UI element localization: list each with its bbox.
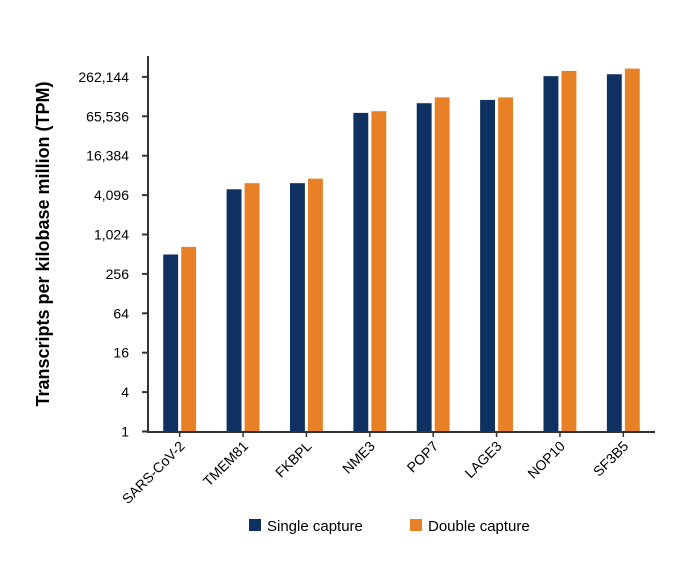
y-tick-label: 262,144 [78, 69, 129, 85]
legend-label: Single capture [267, 518, 363, 535]
x-tick-label: SF3B5 [590, 438, 632, 480]
x-tick-label: POP7 [404, 438, 442, 476]
bar-double-capture [497, 96, 514, 432]
y-tick-label: 1 [121, 424, 129, 440]
y-axis-label: Transcripts per kilobase million (TPM) [33, 81, 53, 406]
y-tick-label: 16,384 [86, 148, 129, 164]
x-ticks: SARS-CoV-2 TMEM81 FKBPL NME3 POP7 LAGE3 NOP10 S… [119, 432, 632, 507]
y-tick-label: 4 [121, 384, 129, 400]
bar-single-capture [289, 182, 306, 432]
y-tick-label: 4,096 [94, 187, 129, 203]
y-tick-label: 64 [113, 305, 129, 321]
y-tick-label: 65,536 [86, 108, 129, 124]
x-tick-label: LAGE3 [461, 438, 504, 481]
bar-double-capture [434, 96, 451, 432]
x-tick-label: FKBPL [272, 438, 315, 481]
y-tick-label: 1,024 [94, 227, 129, 243]
legend: Single capture Double capture [249, 518, 530, 535]
bars [162, 67, 641, 432]
bar-double-capture [370, 110, 387, 432]
bar-single-capture [352, 112, 369, 432]
bar-double-capture [624, 67, 641, 432]
bar-single-capture [606, 73, 623, 432]
bar-double-capture [180, 246, 197, 432]
y-tick-label: 256 [106, 266, 130, 282]
bar-single-capture [416, 102, 433, 432]
bar-double-capture [560, 70, 577, 432]
bar-double-capture [307, 178, 324, 432]
bar-double-capture [244, 182, 261, 432]
legend-label: Double capture [428, 518, 530, 535]
x-tick-label: NOP10 [524, 438, 568, 482]
legend-swatch [410, 519, 422, 531]
y-ticks: 1 4 16 64 256 1,024 4,096 16,384 65,536 262,144 [78, 69, 148, 440]
x-tick-label: NME3 [339, 438, 378, 477]
x-tick-label: TMEM81 [200, 438, 252, 490]
x-tick-label: SARS-CoV-2 [119, 438, 188, 507]
bar-single-capture [542, 75, 559, 432]
bar-single-capture [226, 188, 243, 432]
bar-single-capture [162, 253, 179, 432]
y-tick-label: 16 [113, 345, 129, 361]
legend-swatch [249, 519, 261, 531]
bar-single-capture [479, 99, 496, 432]
